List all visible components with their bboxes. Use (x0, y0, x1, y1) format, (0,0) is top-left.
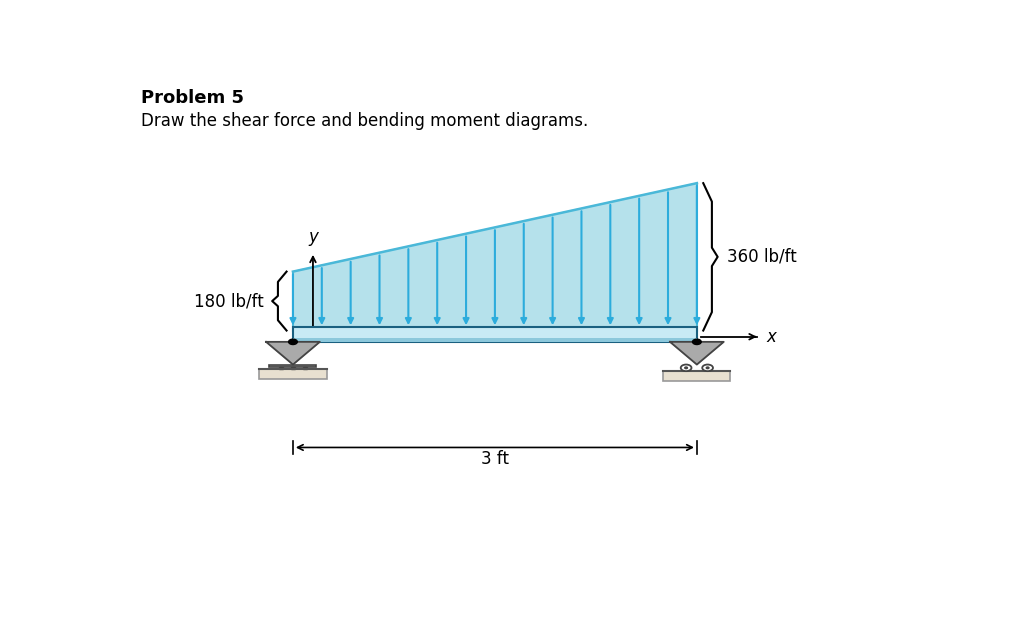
FancyBboxPatch shape (259, 369, 326, 379)
Circle shape (681, 364, 691, 371)
Text: Problem 5: Problem 5 (141, 89, 244, 107)
Circle shape (702, 364, 713, 371)
Text: y: y (308, 228, 318, 246)
FancyBboxPatch shape (664, 371, 731, 382)
Text: 360 lb/ft: 360 lb/ft (728, 248, 797, 266)
Bar (280, 367, 283, 369)
Polygon shape (293, 183, 697, 330)
Text: x: x (767, 328, 776, 346)
Bar (291, 367, 295, 369)
Circle shape (289, 339, 297, 345)
Text: 3 ft: 3 ft (481, 450, 509, 468)
Bar (293, 338, 697, 342)
Polygon shape (266, 342, 320, 364)
Circle shape (706, 367, 709, 369)
Polygon shape (670, 342, 723, 364)
Bar (302, 367, 307, 369)
Circle shape (692, 339, 701, 345)
Text: Draw the shear force and bending moment diagrams.: Draw the shear force and bending moment … (141, 112, 588, 130)
Text: 180 lb/ft: 180 lb/ft (194, 292, 264, 310)
Bar (293, 327, 697, 342)
Bar (269, 364, 317, 367)
Circle shape (685, 367, 687, 369)
